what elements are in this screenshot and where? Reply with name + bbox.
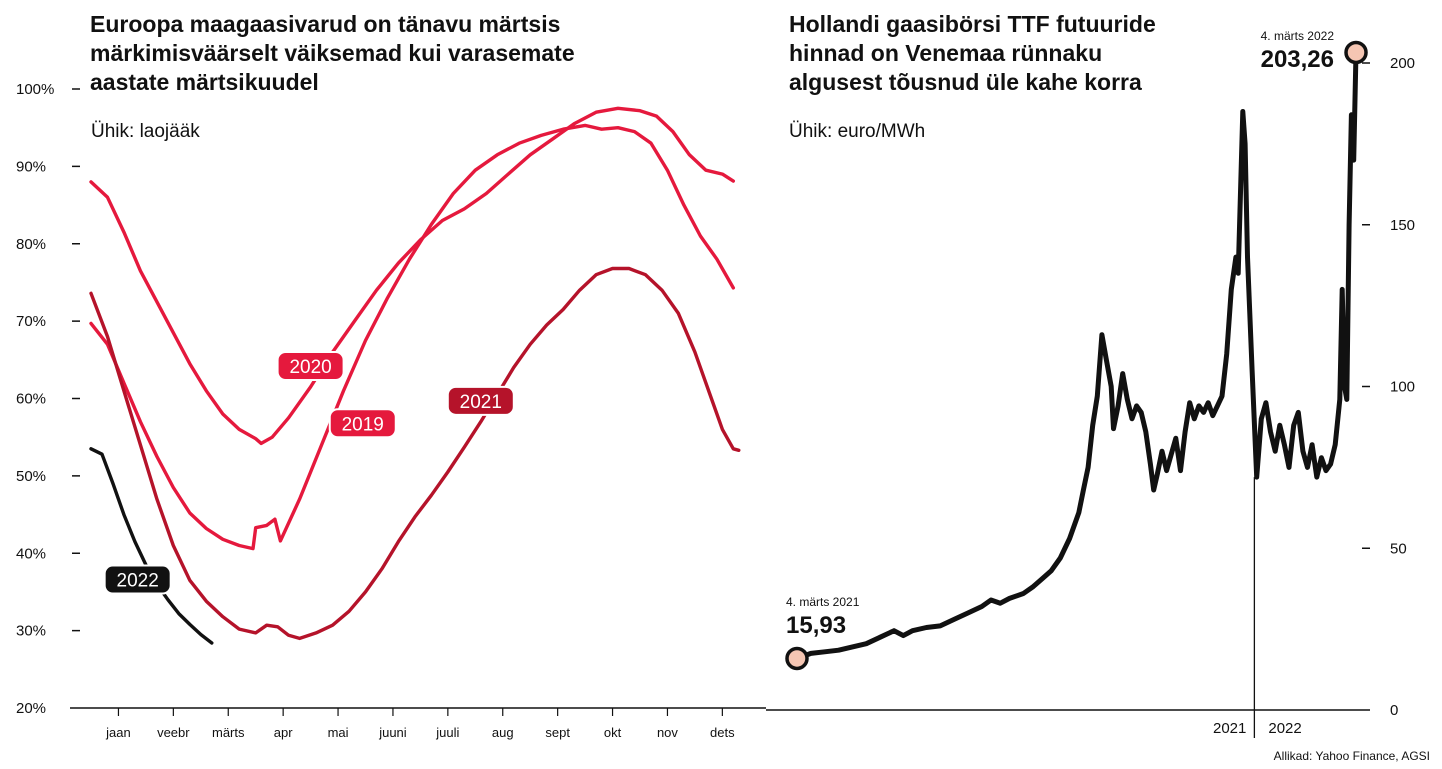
left-x-tick-label: juuli xyxy=(435,725,459,740)
left-chart-title: Euroopa maagaasivarud on tänavu märtsis … xyxy=(90,10,575,97)
left-y-tick-label: 50% xyxy=(16,468,46,485)
series-badge-bg xyxy=(276,351,345,382)
left-title-line-2: märkimisväärselt väiksemad kui varasemat… xyxy=(90,40,575,66)
gas-storage-chart: 100% 90% 80% 70% 60% 50% 40% 30% 20% jaan veebr mä… xyxy=(16,81,766,740)
right-y-tick-label: 50 xyxy=(1390,540,1407,557)
end-point-marker xyxy=(1344,40,1368,65)
left-x-tick-label: nov xyxy=(657,725,678,740)
right-title-line-2: hinnad on Venemaa rünnaku xyxy=(789,40,1103,66)
left-x-tick-label: veebr xyxy=(157,725,190,740)
series-badge-label: 2019 xyxy=(342,414,384,435)
left-y-tick-label: 80% xyxy=(16,236,46,253)
left-x-tick-label: juuni xyxy=(378,725,407,740)
series-line-ttf xyxy=(794,50,1359,661)
series-line-2020 xyxy=(89,106,735,446)
left-title-line-3: aastate märtsikuudel xyxy=(90,69,319,95)
series-badge-label: 2021 xyxy=(460,392,502,413)
end-value-label: 203,26 xyxy=(1261,46,1334,73)
series-badge-label: 2022 xyxy=(117,571,159,592)
series-line-2019 xyxy=(89,123,735,551)
right-y-tick-label: 0 xyxy=(1390,702,1398,719)
right-y-tick-label: 200 xyxy=(1390,55,1415,72)
series-badge-bg xyxy=(446,385,515,416)
series-badge-2020: 2020 xyxy=(276,351,345,382)
series-badge-bg xyxy=(103,564,172,595)
right-y-tick-label: 150 xyxy=(1390,217,1415,234)
left-y-tick-label: 70% xyxy=(16,313,46,330)
ttf-price-chart: 200 150 100 50 0 2021 2022 4. märts 2021 15,93… xyxy=(766,29,1415,738)
left-chart-unit: Ühik: laojääk xyxy=(91,121,200,142)
left-x-tick-label: sept xyxy=(545,725,570,740)
left-x-tick-label: dets xyxy=(710,725,735,740)
left-x-tick-label: okt xyxy=(604,725,622,740)
start-date-label: 4. märts 2021 xyxy=(786,595,860,609)
year-label-2022: 2022 xyxy=(1268,720,1301,737)
series-badge-2021: 2021 xyxy=(446,385,515,416)
left-y-tick-label: 100% xyxy=(16,81,54,98)
left-y-tick-label: 40% xyxy=(16,545,46,562)
start-point-marker xyxy=(785,646,809,671)
series-badge-2022: 2022 xyxy=(103,564,172,595)
left-x-tick-label: aug xyxy=(492,725,514,740)
start-value-label: 15,93 xyxy=(786,612,846,639)
source-note: Allikad: Yahoo Finance, AGSI xyxy=(1273,749,1430,763)
left-x-tick-label: märts xyxy=(212,725,245,740)
right-chart-unit: Ühik: euro/MWh xyxy=(789,121,926,142)
left-x-tick-label: jaan xyxy=(105,725,131,740)
right-title-line-3: algusest tõusnud üle kahe korra xyxy=(789,69,1142,95)
year-label-2021: 2021 xyxy=(1213,720,1246,737)
left-y-tick-label: 20% xyxy=(16,700,46,717)
left-x-tick-label: mai xyxy=(328,725,349,740)
left-y-tick-label: 60% xyxy=(16,391,46,408)
series-badge-2019: 2019 xyxy=(328,408,397,439)
end-date-label: 4. märts 2022 xyxy=(1261,29,1335,43)
left-title-line-1: Euroopa maagaasivarud on tänavu märtsis xyxy=(90,11,561,37)
left-x-tick-label: apr xyxy=(274,725,293,740)
series-badge-label: 2020 xyxy=(289,357,331,378)
right-y-tick-label: 100 xyxy=(1390,379,1415,396)
series-line-2021 xyxy=(89,266,741,641)
right-title-line-1: Hollandi gaasibörsi TTF futuuride xyxy=(789,11,1156,37)
series-badge-bg xyxy=(328,408,397,439)
left-y-tick-label: 90% xyxy=(16,158,46,175)
left-y-tick-label: 30% xyxy=(16,623,46,640)
right-chart-title: Hollandi gaasibörsi TTF futuuride hinnad… xyxy=(789,10,1156,97)
